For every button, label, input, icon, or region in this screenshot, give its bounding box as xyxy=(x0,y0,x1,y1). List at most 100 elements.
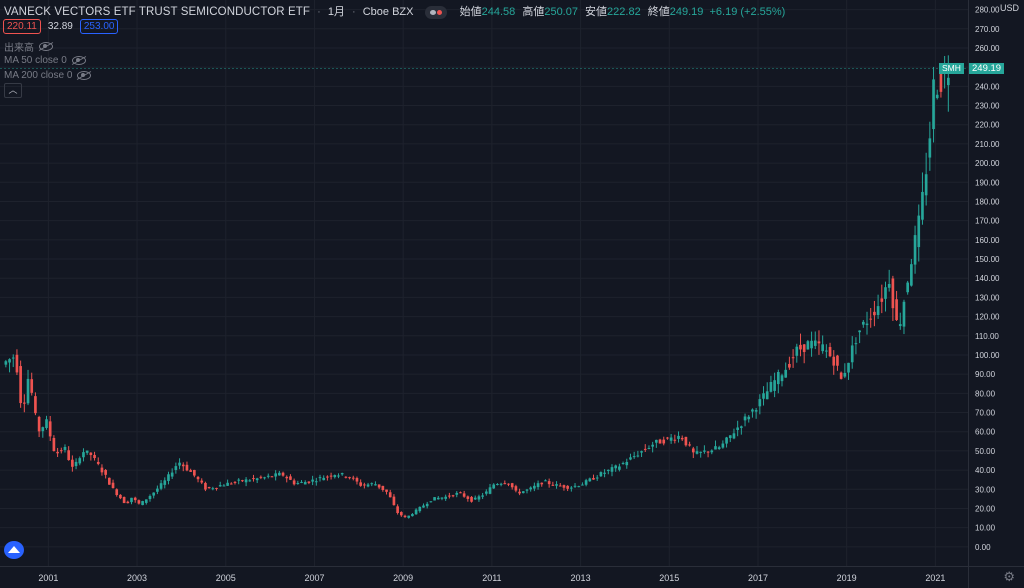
candle-body xyxy=(836,355,839,366)
candle-body xyxy=(436,497,440,500)
candle-body xyxy=(278,472,281,476)
candle-body xyxy=(562,485,566,488)
candle-body xyxy=(167,474,170,481)
candle-body xyxy=(348,477,351,479)
time-axis[interactable]: 2001 2003 2005 2007 2009 2011 2013 2015 2017 2019… xyxy=(0,566,968,588)
candle-body xyxy=(178,462,181,466)
candle-body xyxy=(621,463,625,465)
candle-body xyxy=(865,323,869,326)
price-tick-label: 150.00 xyxy=(975,255,1000,264)
currency-label[interactable]: USD xyxy=(999,3,1019,13)
candle-body xyxy=(544,480,547,482)
candle-body xyxy=(743,416,747,421)
high-value: 250.07 xyxy=(544,6,578,18)
candle-body xyxy=(536,483,540,488)
candle-body xyxy=(322,477,326,481)
candle-body xyxy=(318,477,322,479)
candle-body xyxy=(799,344,802,350)
candle-body xyxy=(122,496,126,504)
candles xyxy=(4,55,950,519)
candle-body xyxy=(93,454,96,459)
candle-body xyxy=(270,476,274,478)
time-tick-label: 2009 xyxy=(393,573,413,583)
legend-separator: · xyxy=(352,6,356,18)
candle-body xyxy=(19,366,22,404)
candle-body xyxy=(813,340,817,346)
candle-body xyxy=(407,515,411,518)
candle-body xyxy=(241,480,244,482)
price-chart[interactable] xyxy=(0,0,968,566)
candle-body xyxy=(843,372,847,377)
price-tick-label: 170.00 xyxy=(975,217,1000,226)
candle-body xyxy=(67,450,71,461)
candle-body xyxy=(159,483,163,489)
indicator-ma200[interactable]: MA 200 close 0 xyxy=(4,70,92,81)
candle-body xyxy=(281,472,285,476)
tradingview-logo-icon[interactable] xyxy=(4,541,24,559)
chart-area[interactable]: VANECK VECTORS ETF TRUST SEMICONDUCTOR E… xyxy=(0,0,968,566)
candle-body xyxy=(625,461,629,466)
candle-body xyxy=(370,483,374,485)
candle-body xyxy=(691,448,695,453)
candle-body xyxy=(484,491,488,494)
candle-body xyxy=(89,452,93,456)
sell-button[interactable]: 220.11 xyxy=(3,19,41,34)
candle-body xyxy=(381,485,385,490)
candle-body xyxy=(780,375,784,382)
symbol-legend[interactable]: VANECK VECTORS ETF TRUST SEMICONDUCTOR E… xyxy=(4,3,785,19)
candle-body xyxy=(422,505,425,508)
indicator-volume[interactable]: 出来高 xyxy=(4,39,53,54)
candle-body xyxy=(910,264,913,286)
candle-body xyxy=(41,427,45,432)
eye-icon[interactable] xyxy=(71,56,86,65)
candle-body xyxy=(414,509,418,515)
candle-body xyxy=(873,311,876,316)
candle-body xyxy=(218,485,222,487)
candle-body xyxy=(673,439,677,441)
price-axis[interactable]: USD 0.00 10.00 20.00 30.00 40.00 50.00 60.00 70… xyxy=(939,0,1024,566)
candle-body xyxy=(366,484,370,487)
candle-body xyxy=(643,448,647,450)
candle-body xyxy=(825,350,828,352)
candle-body xyxy=(433,497,436,501)
eye-icon[interactable] xyxy=(77,71,92,80)
candle-body xyxy=(466,496,470,499)
candle-body xyxy=(610,467,614,472)
candle-body xyxy=(499,483,503,485)
symbol-name[interactable]: VANECK VECTORS ETF TRUST SEMICONDUCTOR E… xyxy=(4,6,311,18)
candle-body xyxy=(63,446,67,450)
candle-body xyxy=(455,492,459,495)
candle-body xyxy=(104,470,107,475)
gear-icon[interactable]: ⚙ xyxy=(1003,569,1015,584)
candle-body xyxy=(163,480,167,485)
candle-body xyxy=(507,483,510,485)
collapse-legend-button[interactable]: ︿ xyxy=(4,83,22,98)
candle-body xyxy=(699,451,703,453)
interval-label[interactable]: 1月 xyxy=(327,6,345,18)
candle-body xyxy=(828,347,832,357)
indicator-label: MA 50 close 0 xyxy=(4,55,67,66)
candle-body xyxy=(529,487,533,490)
candle-body xyxy=(34,396,37,414)
indicator-ma50[interactable]: MA 50 close 0 xyxy=(4,55,86,66)
candle-body xyxy=(48,421,52,437)
buy-button[interactable]: 253.00 xyxy=(79,19,119,34)
candle-body xyxy=(595,477,599,479)
candle-body xyxy=(688,444,691,446)
market-status-icon[interactable] xyxy=(424,5,447,19)
candle-body xyxy=(558,485,562,487)
axis-corner: ⚙ xyxy=(968,566,1024,588)
time-tick-label: 2017 xyxy=(748,573,768,583)
candle-body xyxy=(444,496,448,499)
candle-body xyxy=(289,476,292,480)
candle-body xyxy=(533,485,536,489)
candle-body xyxy=(329,475,333,477)
eye-icon[interactable] xyxy=(39,42,53,51)
candle-body xyxy=(119,494,122,499)
candle-body xyxy=(946,77,950,86)
price-tick-label: 100.00 xyxy=(975,351,1000,360)
price-tick-label: 70.00 xyxy=(975,409,996,418)
candle-body xyxy=(588,478,592,482)
candle-body xyxy=(921,191,924,220)
time-tick-label: 2003 xyxy=(127,573,147,583)
